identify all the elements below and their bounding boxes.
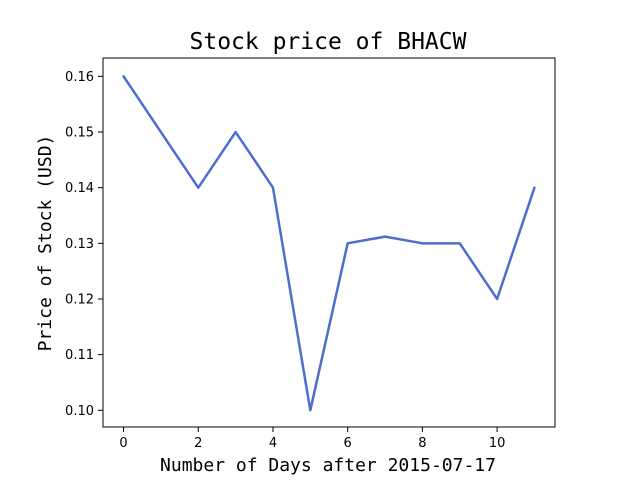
y-tick-label: 0.15: [65, 126, 94, 141]
series-line: [122, 75, 536, 412]
x-tick-label: 4: [269, 436, 277, 451]
y-axis: 0.10 0.11 0.12 0.13 0.14 0.15 0.16: [65, 70, 103, 419]
y-tick-label: 0.16: [65, 70, 94, 85]
series-layer: [122, 75, 536, 412]
y-tick-label: 0.11: [65, 348, 94, 363]
chart-title: Stock price of BHACW: [190, 29, 467, 55]
x-tick-label: 2: [194, 436, 202, 451]
y-tick-label: 0.14: [65, 181, 94, 196]
y-tick-label: 0.12: [65, 292, 94, 307]
x-tick-label: 10: [489, 436, 506, 451]
x-tick-label: 6: [344, 436, 352, 451]
plot-area: [102, 57, 556, 428]
x-axis-label: Number of Days after 2015-07-17: [160, 455, 496, 476]
x-tick-label: 0: [119, 436, 127, 451]
x-tick-label: 8: [418, 436, 426, 451]
x-axis: 0 2 4 6 8 10: [119, 427, 505, 451]
y-tick-label: 0.13: [65, 237, 94, 252]
y-tick-label: 0.10: [65, 404, 94, 419]
y-axis-label: Price of Stock (USD): [35, 135, 56, 352]
